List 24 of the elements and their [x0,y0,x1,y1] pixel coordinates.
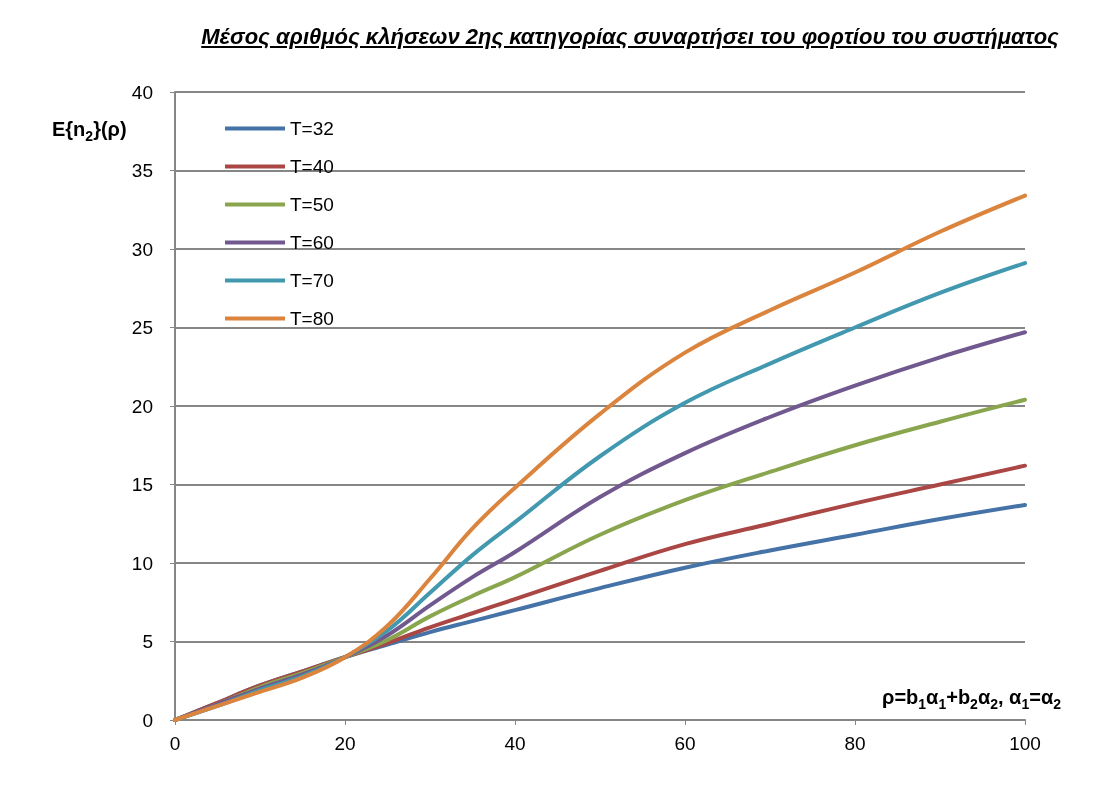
x-tick-label: 40 [504,733,526,754]
x-tick-label: 60 [674,733,696,754]
y-tick-label: 30 [131,238,153,260]
y-tick-label: 15 [131,474,153,495]
x-tick-label: 0 [169,733,181,754]
y-axis-title: E{n$_{2}$}(ρ) [52,118,127,144]
legend-label: T=40 [290,156,334,177]
legend-label: T=32 [290,118,334,139]
x-tick-label: 80 [844,733,866,754]
chart-title: Μέσος αριθμός κλήσεων 2ης κατηγορίας συναρτήσει του φορτίου του συστήματος [200,23,1060,51]
y-tick-label: 5 [142,631,153,652]
legend-label: T=80 [290,308,334,329]
y-tick-label: 0 [142,709,153,731]
x-tick-label: 100 [1009,733,1041,754]
legend-label: T=60 [290,232,334,253]
legend-label: T=50 [290,194,334,215]
y-tick-label: 10 [131,552,153,574]
y-tick-label: 40 [131,81,153,103]
y-tick-label: 20 [131,395,153,417]
y-tick-label: 25 [131,317,153,338]
legend-label: T=70 [290,270,334,291]
text: ρ=b$_{1}$α$_{1}$+b$_{2}$α$_{2}$, α$_{1}$=α$_{2}$ [882,686,1061,712]
x-tick-label: 20 [334,733,356,754]
y-tick-label: 35 [131,160,153,181]
